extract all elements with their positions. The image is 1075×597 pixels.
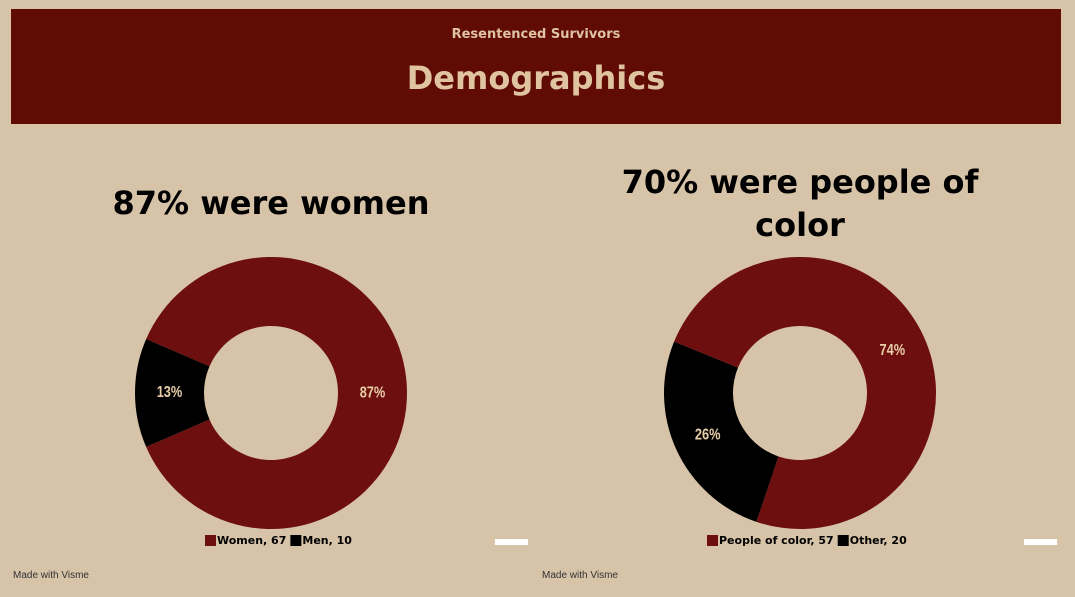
legend-swatch — [290, 535, 302, 546]
legend-label: Men, 10 — [302, 534, 352, 547]
legend-label: People of color, 57 — [719, 534, 834, 547]
slice-label: 87% — [360, 384, 386, 402]
pie-slice — [674, 257, 936, 529]
chart-title: 87% were women — [112, 184, 430, 222]
pie-slice — [135, 338, 210, 447]
slice-label: 26% — [695, 426, 721, 444]
header-subtitle: Resentenced Survivors — [451, 27, 621, 42]
legend-swatch — [707, 535, 718, 546]
header: Resentenced Survivors Demographics — [11, 9, 1061, 124]
pie-slice — [146, 256, 408, 529]
watermark — [1024, 539, 1057, 545]
chart-title: 70% were people of color — [621, 163, 979, 244]
legend-label: Other, 20 — [850, 534, 907, 547]
slice-label: 13% — [157, 384, 183, 402]
legend-label: Women, 67 — [217, 534, 286, 547]
footer-note: Made with Visme — [13, 570, 89, 581]
watermark — [495, 539, 528, 545]
legend-swatch — [205, 535, 216, 546]
header-title: Demographics — [406, 59, 666, 97]
legend-swatch — [837, 535, 849, 546]
pie-slice — [664, 341, 779, 522]
footer-note: Made with Visme — [542, 570, 618, 581]
slice-label: 74% — [880, 342, 906, 360]
